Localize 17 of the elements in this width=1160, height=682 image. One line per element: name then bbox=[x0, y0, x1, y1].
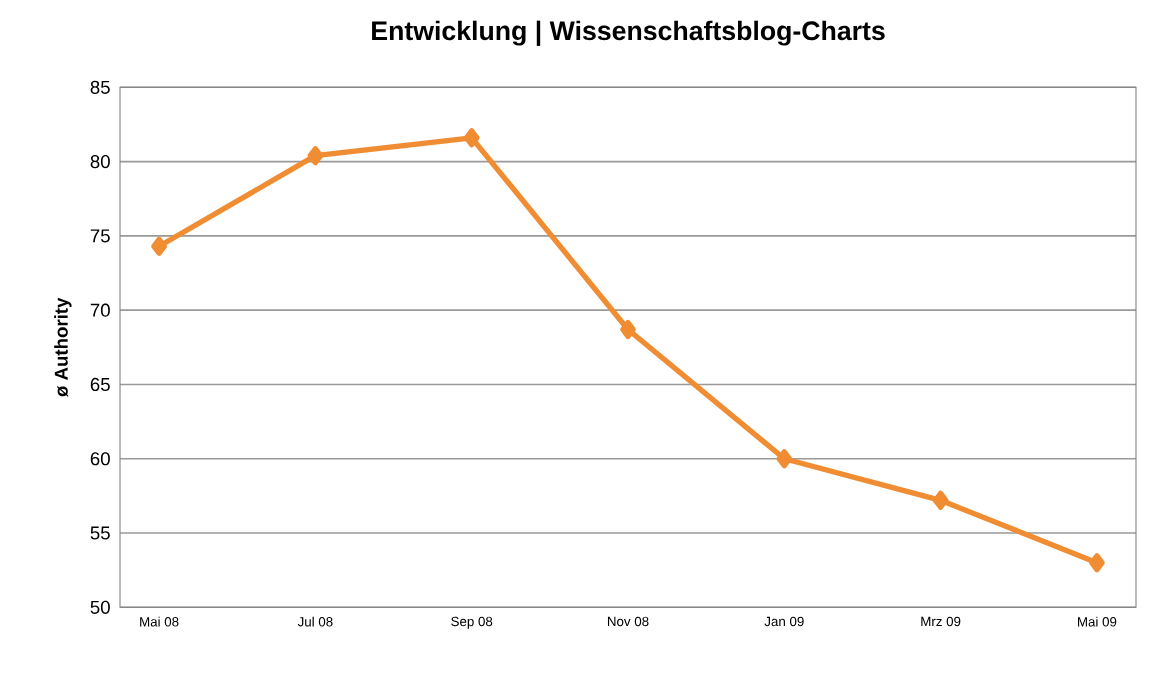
point bbox=[1089, 553, 1105, 573]
point bbox=[932, 490, 949, 510]
point bbox=[307, 146, 324, 166]
y-axis-title: ø Authority bbox=[54, 297, 72, 398]
y-tick-label: 70 bbox=[90, 303, 110, 317]
y-tick-label: 85 bbox=[90, 80, 110, 94]
y-tick-label: 55 bbox=[90, 526, 110, 540]
point bbox=[776, 449, 793, 469]
y-tick-label: 65 bbox=[90, 377, 110, 392]
y-tick-label: 60 bbox=[90, 452, 110, 466]
y-tick-label: 75 bbox=[90, 229, 110, 243]
y-tick-label: 80 bbox=[90, 155, 110, 169]
point bbox=[463, 128, 480, 148]
point bbox=[151, 236, 167, 256]
point bbox=[620, 319, 636, 340]
y-tick-label: 50 bbox=[90, 600, 110, 614]
chart-title: Entwicklung | Wissenschaftsblog-Charts bbox=[372, 20, 885, 46]
